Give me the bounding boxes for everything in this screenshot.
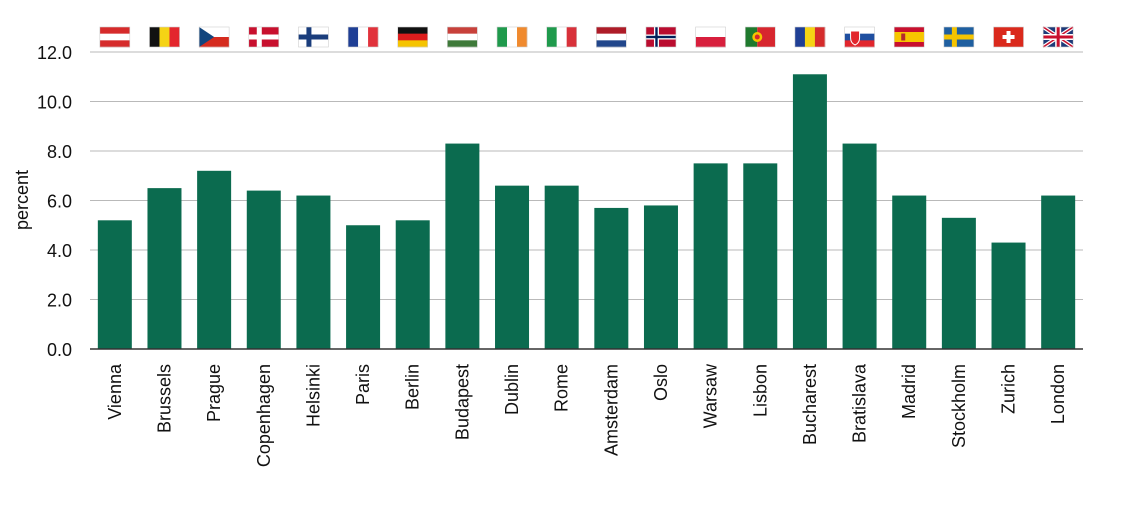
bar-madrid [892,195,927,349]
austria-flag-icon [99,26,131,48]
x-tick-label: Rome [552,364,572,412]
bar-copenhagen [246,190,281,349]
y-tick-label: 12.0 [37,43,72,63]
uk-flag-icon [1042,25,1075,49]
bar-bratislava [842,143,877,349]
x-tick-label: Bucharest [800,364,820,445]
italy-flag-icon [546,26,577,48]
x-tick-label: Copenhagen [254,364,274,467]
switzerland-flag-icon [993,26,1024,48]
bar-budapest [445,143,480,349]
x-tick-label: Vienna [105,363,125,420]
x-tick-label: Bratislava [850,363,870,443]
bar-prague [197,170,232,349]
x-tick-label: Prague [204,364,224,422]
y-axis-label: percent [12,170,32,230]
netherlands-flag-icon [596,26,627,48]
belgium-flag-icon [149,26,180,48]
x-tick-label: Brussels [154,364,174,433]
slovakia-flag-icon [844,26,875,48]
bar-dublin [495,185,530,349]
x-tick-label: Dublin [502,364,522,415]
x-tick-label: Warsaw [701,363,721,428]
x-tick-label: Lisbon [750,364,770,417]
czechia-flag-icon [198,26,230,48]
x-tick-label: Zurich [999,364,1019,414]
bars [97,74,1076,350]
hungary-flag-icon [447,26,478,48]
y-tick-label: 4.0 [47,241,72,261]
flag-row [99,25,1075,49]
bar-amsterdam [594,207,629,349]
germany-flag-icon [397,26,429,48]
ireland-flag-icon [496,26,528,48]
y-tick-label: 2.0 [47,291,72,311]
x-tick-label: Amsterdam [601,364,621,456]
bar-brussels [147,188,182,349]
romania-flag-icon [794,26,826,48]
portugal-flag-icon [744,26,776,48]
grid-lines [90,51,1083,300]
bar-warsaw [693,163,728,349]
y-axis-ticks: 0.0 2.0 4.0 6.0 8.0 10.0 12.0 [37,43,72,360]
y-tick-label: 8.0 [47,142,72,162]
bar-helsinki [296,195,331,349]
y-tick-label: 6.0 [47,192,72,212]
x-tick-label: Budapest [452,364,472,440]
bar-vienna [97,220,132,349]
bar-zurich [991,242,1026,349]
bar-lisbon [743,163,778,349]
x-tick-label: Helsinki [303,364,323,427]
x-tick-label: London [1048,364,1068,424]
y-tick-label: 10.0 [37,93,72,113]
poland-flag-icon [695,26,726,48]
sweden-flag-icon [943,26,975,48]
bar-bucharest [792,74,827,350]
france-flag-icon [347,26,379,48]
bar-london [1041,195,1076,349]
y-tick-label: 0.0 [47,340,72,360]
x-tick-label: Madrid [899,364,919,419]
bar-stockholm [941,217,976,349]
x-tick-label: Paris [353,364,373,405]
x-tick-label: Stockholm [949,364,969,448]
spain-flag-icon [893,26,925,48]
bar-rome [544,185,579,349]
bar-oslo [643,205,678,349]
x-tick-label: Oslo [651,364,671,401]
finland-flag-icon [298,26,329,48]
bar-berlin [395,220,430,349]
bar-paris [346,225,381,349]
denmark-flag-icon [248,26,280,48]
x-tick-label: Berlin [403,364,423,410]
x-axis-labels: Vienna Brussels Prague Copenhagen Helsinki Pa… [105,363,1068,467]
norway-flag-icon [645,26,677,48]
